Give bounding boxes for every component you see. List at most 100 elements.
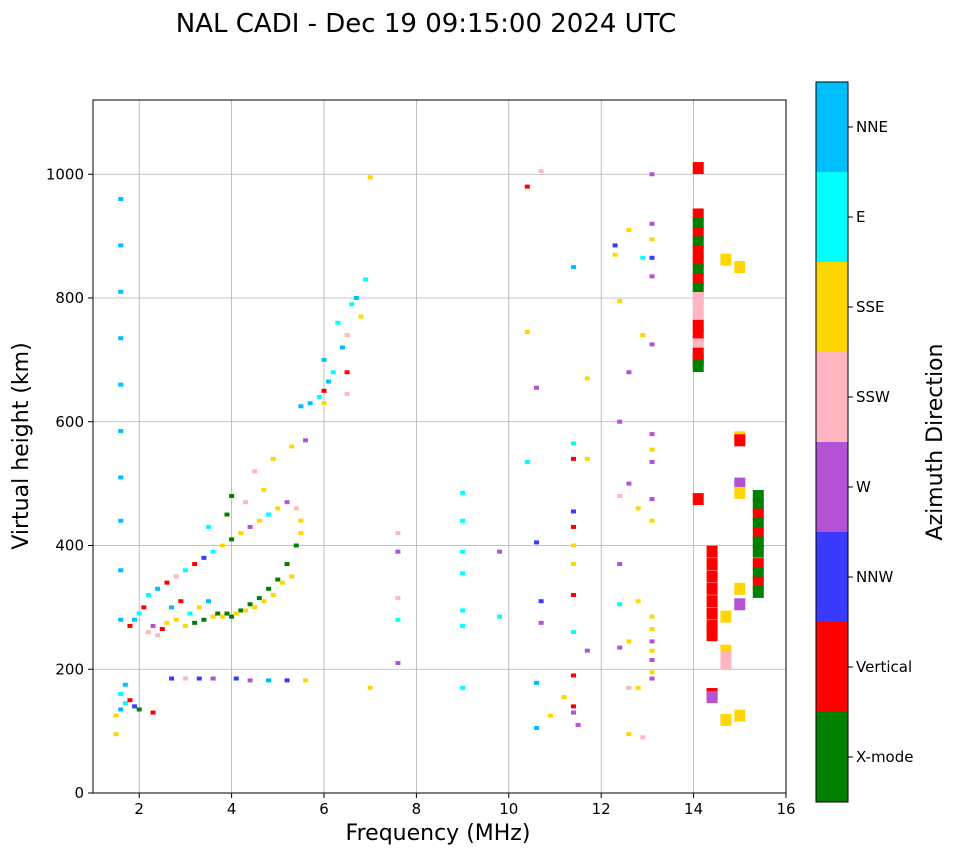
data-point-x-mode [293,543,299,548]
data-point-nnw [612,243,618,248]
data-point-x-mode [752,545,764,558]
data-point-w [649,657,655,662]
data-point-x-mode [692,282,704,295]
data-point-x-mode [284,562,290,567]
data-point-w [617,562,623,567]
data-point-sse [570,543,576,548]
data-point-sse [238,531,244,536]
data-point-w [395,549,401,554]
data-point-x-mode [752,585,764,598]
data-point-w [617,645,623,650]
data-point-nnw [201,555,207,560]
data-point-sse [113,713,119,718]
plot-frame [92,99,787,794]
data-point-sse [270,456,276,461]
data-point-vertical [127,623,133,628]
data-point-nnw [196,676,202,681]
data-point-ssw [182,676,188,681]
data-point-w [649,676,655,681]
data-point-e [187,611,193,616]
data-point-e [136,611,142,616]
data-point-w [497,549,503,554]
data-point-sse [649,648,655,653]
data-point-e [617,602,623,607]
y-tick-label: 1000 [46,165,84,183]
colorbar-swatch-nne [816,82,848,172]
grid [93,100,786,793]
data-point-sse [584,376,590,381]
data-point-sse [635,685,641,690]
data-point-sse [612,252,618,257]
data-point-vertical [706,545,718,558]
data-point-sse [635,599,641,604]
data-point-nnw [233,676,239,681]
data-point-vertical [178,599,184,604]
data-point-nnw [570,509,576,514]
data-point-sse [626,227,632,232]
data-point-vertical [692,208,704,221]
data-point-vertical [692,347,704,360]
data-point-vertical [752,508,764,521]
data-point-nne [298,404,304,409]
y-axis-label: Virtual height (km) [9,342,34,549]
data-point-sse [649,518,655,523]
data-point-ssw [617,494,623,498]
data-point-x-mode [266,586,272,591]
colorbar-title: Azimuth Direction [923,343,948,540]
data-point-sse [734,582,746,595]
data-point-w [649,497,655,502]
data-point-e [460,608,466,613]
data-point-w [734,477,746,490]
data-point-vertical [706,619,718,632]
data-point-vertical [706,570,718,583]
data-point-sse [635,506,641,511]
colorbar-swatch-sse [816,262,848,352]
data-point-ssw [242,500,248,505]
data-point-vertical [321,388,327,393]
data-point-sse [275,506,281,511]
data-point-x-mode [692,236,704,249]
data-point-nnw [534,540,540,545]
data-point-ssw [720,650,732,663]
colorbar-swatch-x-mode [816,712,848,802]
data-point-x-mode [275,577,281,582]
data-point-vertical [706,607,718,620]
data-point-x-mode [238,608,244,613]
data-point-nne [118,382,124,387]
data-point-ssw [692,292,704,304]
plot-area: 2 4 6 8 10 12 14 16 0 200 400 600 800 1000 [46,99,796,818]
data-point-e [460,623,466,628]
colorbar-swatch-e [816,172,848,262]
data-point-nne [155,586,161,591]
data-point-nnw [538,599,544,604]
colorbar-label: NNW [856,568,893,586]
data-point-nne [206,599,211,604]
data-point-nne [122,682,128,687]
data-point-sse [279,580,285,585]
data-point-nne [534,680,540,685]
data-point-x-mode [229,494,235,498]
data-point-e [570,441,576,446]
data-point-sse [561,695,567,700]
data-point-vertical [570,673,576,678]
data-point-e [145,593,151,597]
data-point-vertical [692,254,704,267]
data-point-ssw [252,469,258,474]
data-point-vertical [344,370,350,375]
colorbar-label: X-mode [856,748,913,766]
data-point-sse [261,599,267,604]
data-point-w [649,459,655,464]
data-point-e [182,568,188,573]
data-point-vertical [692,273,704,286]
data-point-vertical [570,704,576,709]
data-point-w [626,370,632,375]
data-point-nne [118,197,124,201]
data-point-sse [720,610,732,623]
data-point-vertical [192,562,198,567]
data-point-sse [182,623,188,628]
data-point-x-mode [256,596,262,601]
data-point-e [363,277,369,282]
data-point-nne [118,243,124,248]
data-point-vertical [141,605,147,610]
data-point-nnw [649,255,655,260]
